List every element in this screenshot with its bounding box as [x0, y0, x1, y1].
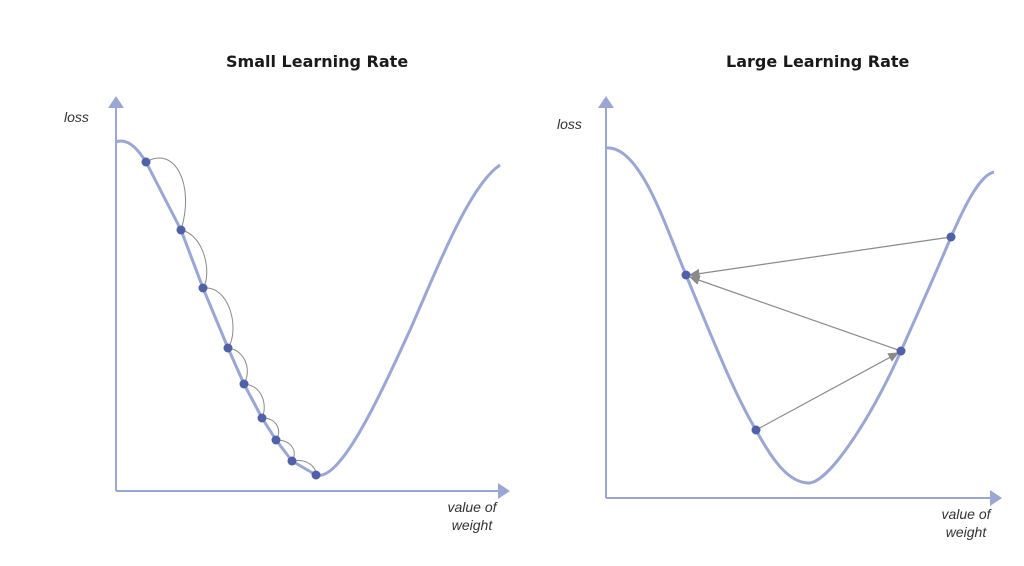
- left-point-7: [271, 435, 281, 445]
- left-point-4: [223, 343, 233, 353]
- right-step-arrow-2: [688, 275, 902, 352]
- left-point-5: [239, 379, 249, 389]
- left-step-arc-1: [145, 157, 187, 231]
- left-panel: [108, 96, 510, 499]
- left-panel-title: Small Learning Rate: [226, 52, 409, 71]
- left-step-points: [141, 157, 321, 480]
- left-loss-curve: [115, 139, 501, 477]
- right-step-points: [681, 232, 956, 435]
- right-point-2: [896, 346, 906, 356]
- left-x-axis-label: value of weight: [440, 498, 504, 534]
- right-step-arrow-1: [755, 352, 900, 431]
- right-loss-curve: [605, 146, 995, 485]
- right-x-axis-label: value of weight: [934, 505, 998, 541]
- right-point-4: [946, 232, 956, 242]
- right-x-axis-label-line1: value of: [941, 506, 991, 522]
- right-y-axis-label: loss: [557, 116, 582, 132]
- left-point-6: [257, 413, 267, 423]
- left-point-2: [176, 225, 186, 235]
- left-point-3: [198, 283, 208, 293]
- left-point-9: [311, 470, 321, 480]
- left-step-arc-3: [202, 287, 234, 349]
- left-point-1: [141, 157, 151, 167]
- right-step-arrows: [688, 236, 952, 431]
- left-step-arcs: [145, 157, 317, 476]
- left-point-8: [287, 456, 297, 466]
- right-x-axis-label-line2: weight: [945, 524, 987, 540]
- right-panel: [598, 96, 1002, 506]
- right-point-3: [681, 270, 691, 280]
- left-x-axis-label-line1: value of: [447, 499, 497, 515]
- left-step-arc-2: [180, 229, 208, 289]
- right-panel-title: Large Learning Rate: [726, 52, 910, 71]
- left-x-axis-label-line2: weight: [451, 517, 493, 533]
- left-y-axis-label: loss: [64, 109, 89, 125]
- right-point-1: [751, 425, 761, 435]
- right-step-arrow-3: [688, 236, 952, 279]
